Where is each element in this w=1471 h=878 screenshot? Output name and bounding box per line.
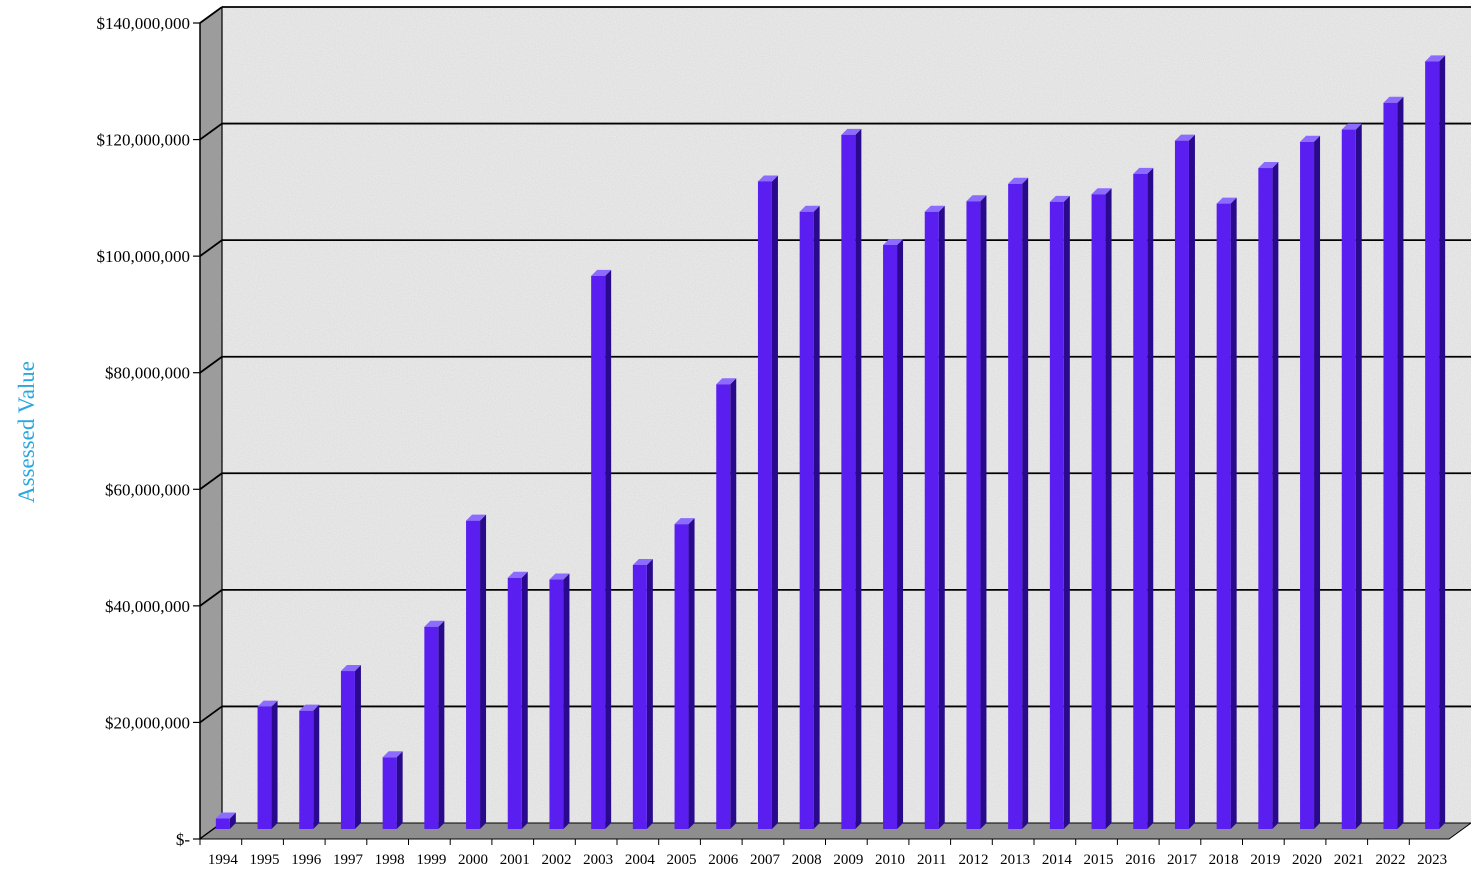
gridline bbox=[199, 122, 1471, 141]
bar bbox=[1258, 162, 1279, 830]
x-tick-label: 2010 bbox=[875, 852, 905, 868]
bar bbox=[215, 812, 236, 829]
y-tick-label: $100,000,000 bbox=[97, 247, 191, 266]
bar bbox=[674, 518, 695, 829]
x-tick-label: 2018 bbox=[1209, 852, 1239, 868]
bar bbox=[1008, 177, 1029, 829]
x-tick-label: 2017 bbox=[1167, 852, 1198, 868]
bar bbox=[591, 269, 612, 830]
bar bbox=[257, 700, 278, 829]
bar bbox=[424, 620, 445, 829]
bar bbox=[1049, 195, 1070, 830]
bar bbox=[466, 514, 487, 829]
bar bbox=[1341, 123, 1362, 830]
bar bbox=[1216, 197, 1237, 829]
bar bbox=[716, 378, 737, 829]
gridline bbox=[199, 6, 1471, 24]
x-tick-label: 2008 bbox=[792, 852, 822, 868]
x-tick-label: 2013 bbox=[1000, 852, 1030, 868]
x-tick-label: 2003 bbox=[583, 852, 613, 868]
x-tick-label: 1998 bbox=[375, 852, 405, 868]
x-tick-label: 2009 bbox=[833, 852, 863, 868]
bar bbox=[1383, 96, 1404, 829]
x-tick-label: 2011 bbox=[917, 852, 946, 868]
x-tick-label: 2021 bbox=[1334, 852, 1364, 868]
x-tick-label: 2007 bbox=[750, 852, 781, 868]
bar bbox=[841, 128, 862, 829]
bar bbox=[632, 558, 653, 829]
y-tick-label: $- bbox=[176, 830, 191, 849]
y-tick-label: $80,000,000 bbox=[105, 364, 190, 383]
x-tick-label: 2019 bbox=[1250, 852, 1280, 868]
bars bbox=[215, 55, 1446, 830]
bar bbox=[966, 195, 987, 829]
y-axis-ticks: $- $20,000,000 $40,000,000 $60,000,000 $80,0… bbox=[97, 14, 200, 849]
bar bbox=[1425, 55, 1446, 830]
x-tick-label: 2023 bbox=[1417, 852, 1447, 868]
bar bbox=[299, 704, 320, 829]
bar bbox=[1133, 167, 1154, 829]
y-tick-label: $20,000,000 bbox=[105, 713, 190, 732]
x-tick-label: 2020 bbox=[1292, 852, 1322, 868]
x-tick-label: 1997 bbox=[333, 852, 364, 868]
bar bbox=[924, 205, 945, 830]
y-tick-label: $140,000,000 bbox=[97, 14, 191, 33]
x-tick-label: 2006 bbox=[708, 852, 739, 868]
side-wall bbox=[200, 7, 222, 839]
x-tick-label: 2001 bbox=[500, 852, 530, 868]
x-tick-label: 1996 bbox=[291, 852, 322, 868]
x-tick-label: 1994 bbox=[208, 852, 239, 868]
x-axis-ticks: 1994 1995 1996 1997 1998 1999 2000 2001 2002 2003… bbox=[199, 839, 1447, 868]
y-tick-label: $40,000,000 bbox=[105, 597, 190, 616]
bar bbox=[1091, 188, 1112, 830]
x-tick-label: 2005 bbox=[667, 852, 697, 868]
y-tick-label: $120,000,000 bbox=[97, 131, 191, 150]
bar bbox=[883, 238, 904, 829]
x-tick-label: 2004 bbox=[625, 852, 656, 868]
x-tick-label: 2016 bbox=[1125, 852, 1156, 868]
x-tick-label: 2014 bbox=[1042, 852, 1073, 868]
bar bbox=[382, 751, 403, 829]
bar bbox=[549, 573, 570, 829]
bar bbox=[757, 175, 778, 830]
x-tick-label: 2022 bbox=[1375, 852, 1405, 868]
x-tick-label: 2015 bbox=[1084, 852, 1114, 868]
bar bbox=[340, 665, 361, 829]
bar bbox=[1300, 135, 1321, 830]
x-tick-label: 1999 bbox=[416, 852, 446, 868]
x-tick-label: 1995 bbox=[250, 852, 280, 868]
bar bbox=[799, 205, 820, 830]
x-tick-label: 2000 bbox=[458, 852, 488, 868]
x-tick-label: 2012 bbox=[958, 852, 988, 868]
chart-walls bbox=[199, 7, 1471, 839]
bar bbox=[1174, 134, 1195, 829]
bar bbox=[507, 571, 528, 829]
x-tick-label: 2002 bbox=[541, 852, 571, 868]
y-tick-label: $60,000,000 bbox=[105, 480, 190, 499]
y-axis-label: Assessed Value bbox=[14, 361, 39, 503]
